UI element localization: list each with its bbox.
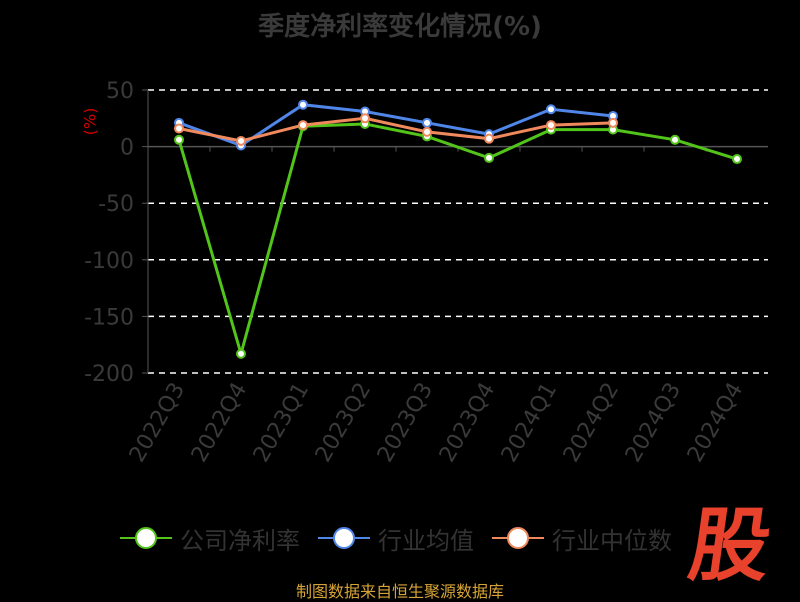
y-tick-label: 0 [120,136,134,161]
legend-label: 行业中位数 [552,526,672,555]
legend-marker-icon [492,526,544,550]
y-tick-label: 50 [106,79,134,104]
legend-item-industry-median[interactable]: 行业中位数 [492,521,672,556]
y-tick-label: -150 [84,305,134,330]
data-point [670,134,680,145]
legend-item-company[interactable]: 公司净利率 [120,521,300,556]
data-point [484,152,494,163]
data-point [732,154,742,165]
legend-marker-icon [318,526,370,550]
legend-label: 公司净利率 [180,526,300,555]
series-line-2 [178,116,614,143]
data-point [360,113,370,124]
data-point [298,99,308,110]
data-point [174,123,184,134]
x-tick-label: 2024Q4 [683,379,748,467]
data-point [236,135,246,146]
series-line-0 [177,122,738,360]
data-point [484,133,494,144]
x-tick-label: 2023Q2 [311,379,376,467]
legend: 公司净利率 行业均值 行业中位数 [120,520,690,556]
chart-title: 季度净利率变化情况(%) [258,12,542,42]
data-source: 制图数据来自恒生聚源数据库 [295,582,504,601]
x-tick-label: 2024Q1 [497,379,562,467]
x-tick-label: 2023Q1 [249,379,314,467]
y-tick-label: -50 [98,192,134,217]
x-tick-label: 2022Q4 [187,379,252,467]
y-tick-label: -200 [84,362,134,387]
x-tick-label: 2024Q3 [621,379,686,467]
data-point [174,134,184,145]
data-point [546,120,556,131]
x-tick-label: 2023Q3 [373,379,438,467]
y-tick-label: -100 [84,249,134,274]
x-tick-label: 2022Q3 [125,379,190,467]
data-point [546,104,556,115]
legend-label: 行业均值 [378,526,474,555]
x-tick-label: 2023Q4 [435,379,500,467]
data-point [608,117,618,128]
data-point [236,348,246,359]
legend-item-industry-mean[interactable]: 行业均值 [318,521,474,556]
x-tick-label: 2024Q2 [559,379,624,467]
legend-marker-icon [120,526,172,550]
brand-logo: 股 [683,498,777,592]
data-point [422,117,432,128]
data-point [298,120,308,131]
data-point [422,126,432,137]
